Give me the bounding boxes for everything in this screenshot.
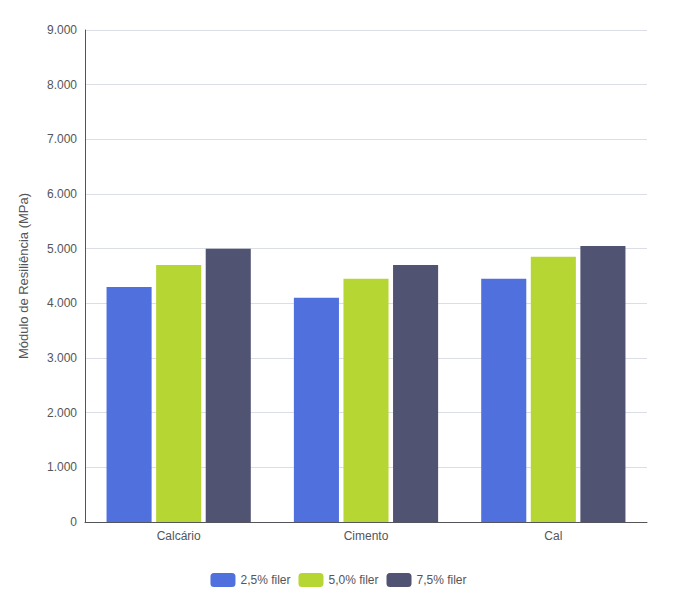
svg-text:6.000: 6.000 [47,187,77,201]
svg-text:Calcário: Calcário [157,529,201,543]
svg-text:5,0% filer: 5,0% filer [328,573,378,587]
svg-text:0: 0 [70,515,77,529]
svg-text:4.000: 4.000 [47,296,77,310]
svg-text:Cal: Cal [544,529,562,543]
svg-text:2.000: 2.000 [47,406,77,420]
svg-text:8.000: 8.000 [47,78,77,92]
svg-text:2,5% filer: 2,5% filer [240,573,290,587]
svg-text:5.000: 5.000 [47,242,77,256]
svg-text:7.000: 7.000 [47,132,77,146]
svg-text:3.000: 3.000 [47,351,77,365]
svg-text:9.000: 9.000 [47,23,77,37]
svg-text:1.000: 1.000 [47,460,77,474]
svg-text:Cimento: Cimento [344,529,389,543]
svg-text:Módulo de Resiliência (MPa): Módulo de Resiliência (MPa) [16,193,31,359]
svg-text:7,5% filer: 7,5% filer [417,573,467,587]
